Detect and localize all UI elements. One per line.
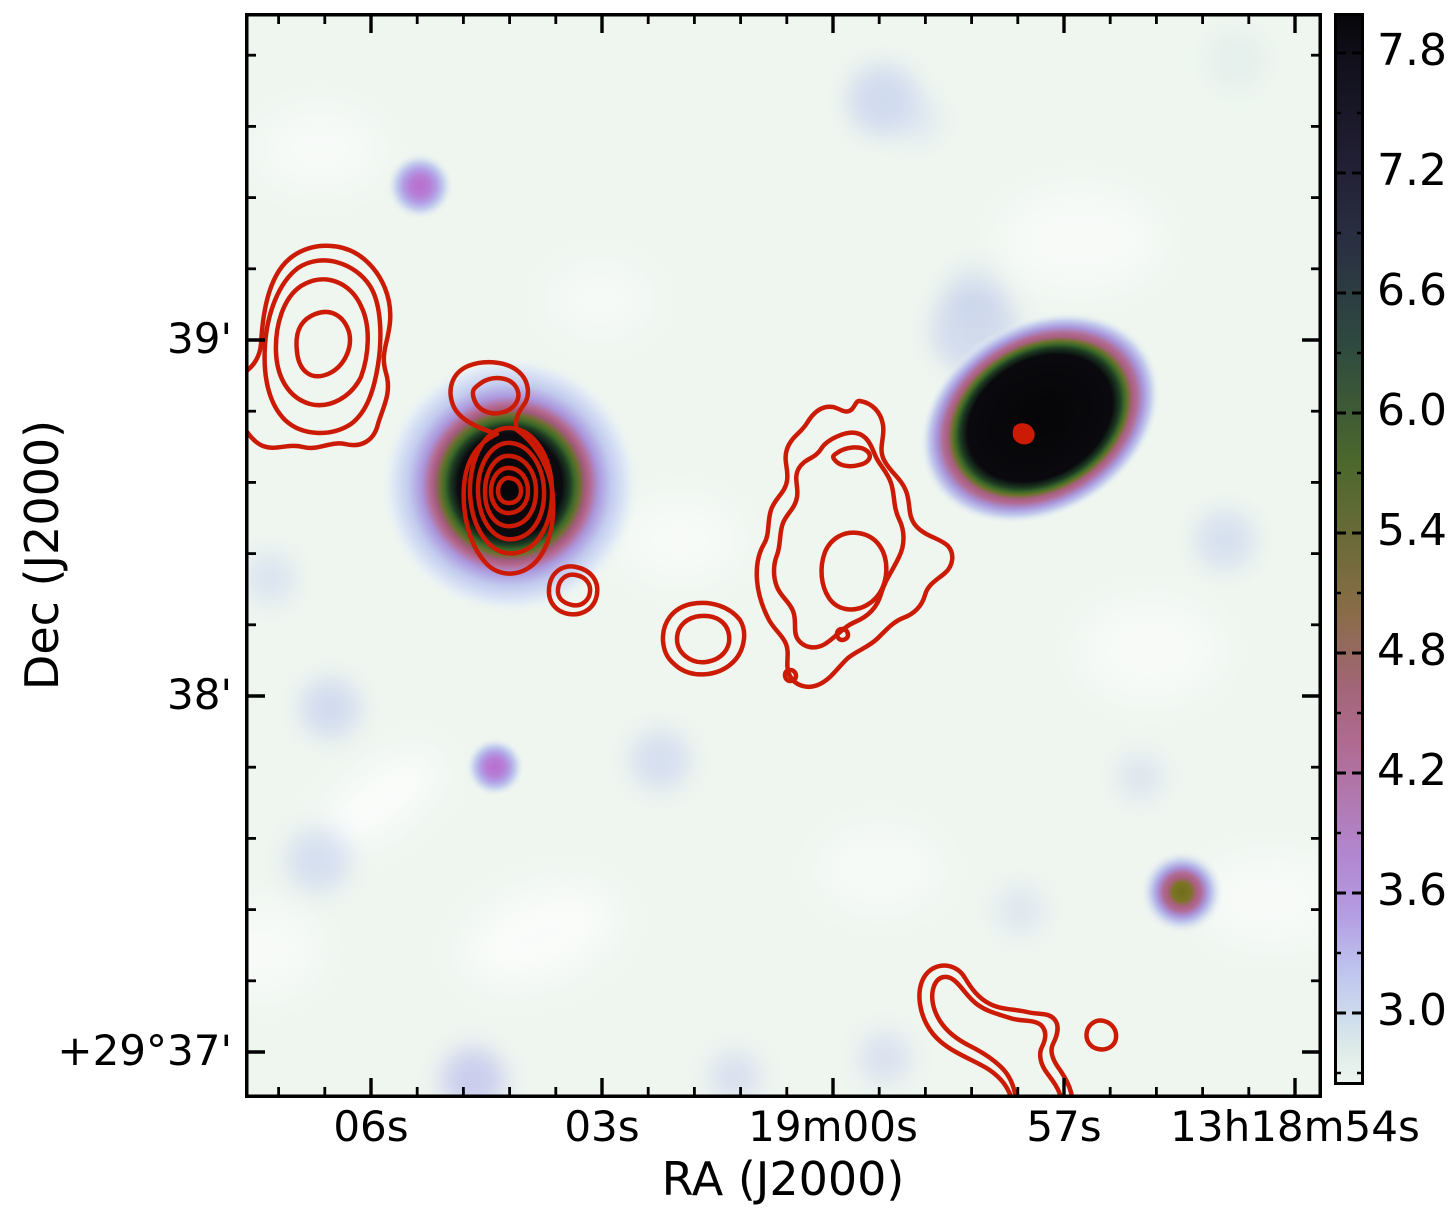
contour-nw-complex-inner	[294, 309, 353, 379]
faint-source-blob	[1116, 753, 1164, 801]
contour-blob-c-inner	[674, 613, 732, 665]
x-tick-label: 57s	[1026, 1102, 1102, 1151]
contour-center-complex-dot1	[834, 626, 851, 643]
plot-border	[245, 13, 1322, 1098]
y-tick-label: +29°37'	[57, 1026, 232, 1075]
colorbar-tick-label: 6.6	[1377, 265, 1447, 316]
background-bright-patch	[620, 500, 740, 580]
contour-star-l4	[482, 453, 539, 529]
background-bright-patch	[1200, 855, 1322, 945]
contour-blob-c-outer	[660, 600, 747, 677]
background-bright-patch	[1000, 190, 1160, 290]
colorbar-tick-label: 7.2	[1377, 145, 1447, 196]
colorbar-border	[1334, 13, 1364, 1085]
background-bright-patch	[320, 752, 440, 848]
contour-nw-complex-l3	[273, 277, 370, 408]
colorbar-tick-label: 6.0	[1377, 385, 1447, 436]
background-bright-patch	[1080, 600, 1220, 700]
x-tick-label: 03s	[564, 1102, 640, 1151]
bright-galaxy	[919, 311, 1161, 525]
contour-center-complex-ellipse	[830, 445, 872, 469]
y-tick-label: 39'	[167, 314, 232, 363]
colorbar-tick-label: 3.6	[1377, 865, 1447, 916]
y-axis-title: Dec (J2000)	[15, 419, 69, 691]
x-tick-label: 13h18m54s	[1170, 1102, 1420, 1151]
background-bright-patch	[463, 884, 617, 986]
faint-source-blob	[286, 828, 350, 892]
colorbar-tick-label: 7.8	[1377, 25, 1447, 76]
background-bright-patch	[245, 905, 320, 995]
faint-source-blob	[896, 96, 944, 144]
background-bright-patch	[260, 110, 380, 190]
x-axis-title: RA (J2000)	[661, 1152, 905, 1206]
colorbar-tick-label: 3.0	[1377, 985, 1447, 1036]
contour-star-outer-peanut	[448, 359, 556, 576]
faint-source-blob	[1207, 30, 1267, 90]
faint-source-blob	[1195, 510, 1255, 570]
orange-source	[1140, 850, 1224, 934]
contour-star-l6	[495, 475, 524, 506]
faint-source-blob	[709, 1051, 761, 1098]
contour-blob-s-inner	[555, 572, 593, 608]
contour-nw-complex-l2	[262, 258, 383, 436]
contour-center-complex-l1	[754, 398, 955, 689]
faint-source-blob	[245, 552, 296, 604]
magenta-source-2	[465, 737, 525, 797]
background-bright-patch	[550, 265, 650, 335]
sky-map-canvas	[245, 13, 1322, 1098]
contour-star-companion-inner	[470, 375, 521, 416]
x-tick-label: 19m00s	[748, 1102, 918, 1151]
faint-source-blob	[859, 1032, 911, 1084]
faint-source-blob	[994, 884, 1046, 936]
colorbar-tick-label: 4.8	[1377, 625, 1447, 676]
contour-star-l5	[488, 465, 531, 516]
faint-source-blob	[630, 730, 690, 790]
faint-source-blob	[441, 1048, 505, 1098]
contour-center-complex-dot2	[782, 667, 799, 684]
contour-galaxy-dot	[1012, 423, 1035, 445]
colorbar-gradient	[1334, 13, 1364, 1085]
contour-center-complex-l3	[819, 530, 889, 612]
contour-se-band-inner	[930, 974, 1064, 1098]
contour-blob-s-outer	[546, 564, 600, 617]
contour-nw-complex-outer	[245, 243, 393, 451]
bright-star	[380, 355, 640, 615]
contour-star-l2	[467, 425, 555, 556]
x-tick-label: 06s	[333, 1102, 409, 1151]
background-bright-patch	[820, 830, 940, 910]
colorbar-tick-label: 5.4	[1377, 505, 1447, 556]
contour-center-complex-l2	[771, 430, 906, 650]
magenta-source-1	[386, 152, 454, 220]
y-tick-label: 38'	[167, 670, 232, 719]
faint-source-blob	[300, 678, 360, 738]
colorbar-tick-label: 4.2	[1377, 745, 1447, 796]
contour-star-l3	[475, 440, 547, 542]
contour-se-band-outer	[917, 963, 1075, 1098]
contour-se-circle	[1084, 1018, 1119, 1052]
colorbar-canvas	[1334, 13, 1364, 1085]
